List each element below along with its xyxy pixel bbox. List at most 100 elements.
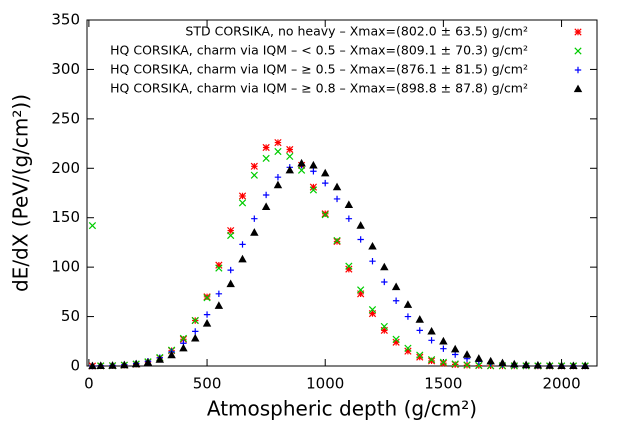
data-point	[321, 211, 329, 219]
data-point	[416, 351, 424, 359]
plot-frame	[86, 19, 598, 367]
legend-label: STD CORSIKA, no heavy – Xmax=(802.0 ± 63…	[185, 24, 528, 39]
data-point	[227, 266, 234, 274]
data-point	[297, 158, 306, 167]
data-point	[463, 361, 471, 369]
data-point	[297, 166, 306, 174]
data-point	[239, 241, 246, 248]
data-point	[345, 215, 353, 222]
data-point	[450, 344, 460, 353]
y-tick-label: 200	[51, 159, 80, 177]
data-point	[238, 254, 247, 263]
data-point	[474, 354, 484, 362]
data-point	[274, 138, 282, 147]
x-tick-label: 500	[193, 375, 222, 393]
data-point	[345, 262, 353, 270]
data-point	[309, 186, 318, 194]
y-tick-label: 50	[61, 307, 80, 325]
y-axis-label: dE/dX (PeV/(g/cm²))	[9, 94, 33, 292]
legend-marker	[574, 66, 582, 74]
data-point	[226, 279, 235, 288]
data-point	[380, 326, 388, 335]
data-point	[521, 360, 531, 369]
data-point	[440, 345, 447, 352]
data-point	[96, 361, 105, 369]
data-point	[403, 300, 413, 308]
legend-label: HQ CORSIKA, charm via IQM – ≥ 0.8 – Xmax…	[110, 81, 528, 96]
data-point	[286, 145, 294, 154]
data-point	[203, 293, 211, 301]
data-point	[215, 264, 223, 272]
data-point	[369, 258, 376, 265]
data-point	[227, 231, 235, 240]
data-point	[380, 262, 389, 271]
y-tick-label: 0	[70, 357, 80, 375]
data-point	[274, 173, 282, 181]
data-point	[191, 316, 199, 325]
data-point	[203, 294, 211, 302]
data-point	[250, 228, 259, 236]
data-point	[391, 282, 401, 291]
data-point	[510, 359, 519, 368]
data-point	[273, 180, 283, 189]
data-point	[404, 347, 412, 355]
data-point	[451, 360, 459, 368]
data-point	[415, 315, 424, 323]
data-point	[321, 210, 329, 218]
data-point	[250, 171, 258, 179]
legend-marker	[573, 84, 583, 93]
data-point	[333, 237, 341, 246]
data-point	[192, 328, 199, 335]
data-point	[332, 182, 342, 191]
legend-marker	[574, 47, 582, 55]
data-point	[368, 306, 377, 314]
data-point	[321, 168, 330, 177]
data-point	[251, 215, 258, 222]
data-point	[416, 353, 424, 361]
data-point	[167, 350, 176, 359]
data-point	[155, 355, 165, 363]
data-point	[215, 261, 223, 269]
data-point	[108, 361, 117, 369]
data-point	[179, 335, 188, 343]
data-point	[439, 336, 448, 345]
data-point	[416, 327, 423, 334]
y-tick-label: 350	[51, 11, 80, 29]
data-point	[285, 165, 294, 174]
data-point	[238, 192, 247, 200]
data-point	[357, 286, 365, 294]
data-point	[274, 147, 282, 156]
data-point	[357, 290, 365, 298]
data-point	[179, 334, 188, 342]
data-point	[262, 191, 270, 199]
data-point	[368, 309, 377, 318]
data-point	[392, 335, 400, 343]
data-point	[261, 202, 271, 210]
data-point	[427, 355, 436, 364]
data-point	[380, 322, 388, 331]
data-point	[88, 361, 97, 370]
data-point	[227, 226, 235, 235]
x-axis-label: Atmospheric depth (g/cm²)	[207, 397, 477, 421]
data-point	[428, 337, 435, 344]
data-point	[203, 311, 211, 318]
data-point	[309, 160, 318, 169]
data-point	[202, 319, 212, 327]
legend-label: HQ CORSIKA, charm via IQM – < 0.5 – Xmax…	[110, 43, 528, 58]
data-point	[486, 356, 495, 365]
data-point	[262, 143, 270, 152]
data-point	[344, 200, 354, 209]
data-point	[322, 179, 329, 187]
data-point	[215, 290, 223, 298]
y-tick-label: 250	[51, 109, 80, 127]
x-tick-label: 0	[84, 375, 94, 393]
data-point	[286, 152, 294, 161]
legend-label: HQ CORSIKA, charm via IQM – ≥ 0.5 – Xmax…	[110, 62, 528, 77]
data-point	[452, 351, 459, 358]
data-point	[250, 162, 258, 170]
data-point	[191, 333, 200, 342]
data-point	[439, 359, 448, 367]
data-point	[557, 361, 566, 369]
data-point	[545, 361, 554, 369]
data-point	[404, 344, 412, 352]
